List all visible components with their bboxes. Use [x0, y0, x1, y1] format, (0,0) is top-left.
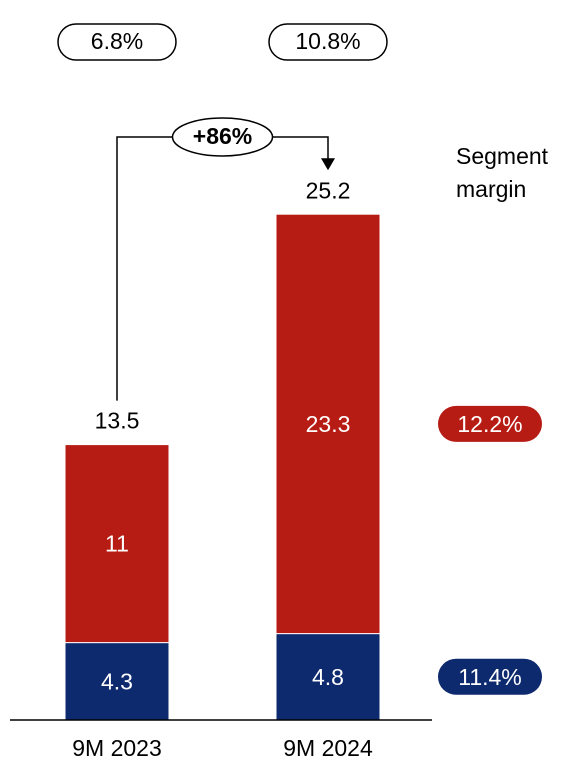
- pill: [438, 405, 542, 442]
- x-tick-label: 9M 2023: [72, 735, 162, 761]
- segment-margin-title: Segment margin: [456, 143, 549, 202]
- pill: [268, 23, 388, 61]
- arrow-head: [321, 158, 335, 171]
- segment-label: 11: [105, 531, 129, 557]
- pill: [57, 23, 177, 61]
- bar-segment: [275, 213, 381, 635]
- segment-label: 23.3: [306, 411, 351, 437]
- bar-segment: [64, 642, 170, 721]
- x-tick-label: 9M 2024: [283, 735, 373, 761]
- total-label: 13.5: [95, 408, 140, 434]
- segment-label: 4.3: [101, 668, 133, 694]
- growth-label: +86%: [193, 123, 252, 149]
- segment-margin: 12.2%: [457, 411, 522, 437]
- segment-margin: 11.4%: [458, 664, 522, 690]
- segment-label: 4.8: [312, 664, 344, 690]
- bar-segment: [275, 633, 381, 721]
- growth-pill: [171, 117, 274, 157]
- total-margin: 6.8%: [91, 28, 143, 54]
- bar-segment: [64, 444, 170, 644]
- total-margin: 10.8%: [295, 28, 360, 54]
- pill: [438, 658, 542, 695]
- total-label: 25.2: [306, 177, 351, 203]
